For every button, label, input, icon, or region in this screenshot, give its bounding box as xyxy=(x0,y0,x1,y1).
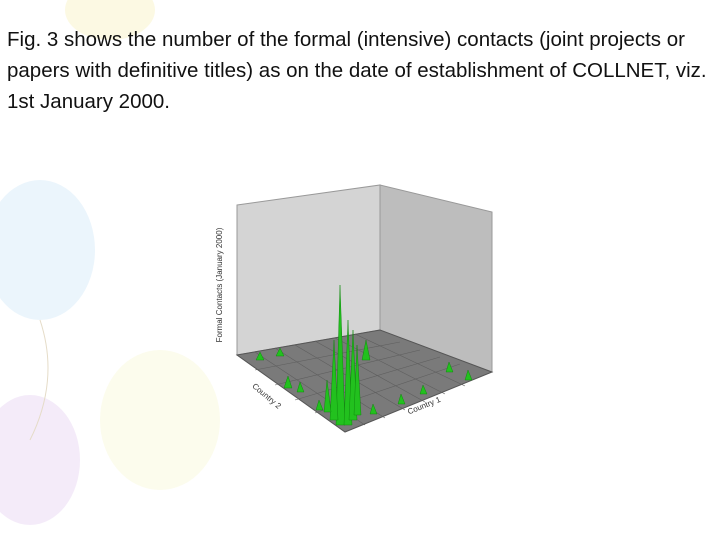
floor xyxy=(235,329,494,433)
spikes xyxy=(255,284,473,426)
y-axis-label: Country 2 xyxy=(250,381,283,411)
caption: Fig. 3 shows the number of the formal (i… xyxy=(7,28,707,113)
z-axis-label: Formal Contacts (January 2000) xyxy=(215,227,224,342)
back-wall-left xyxy=(236,184,381,356)
